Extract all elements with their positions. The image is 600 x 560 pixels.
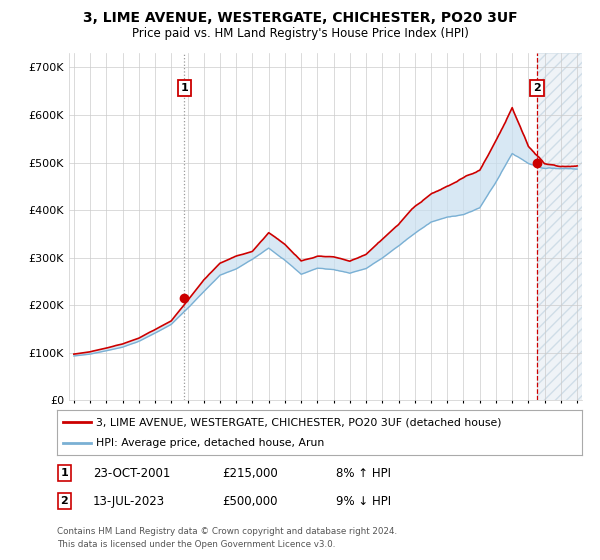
Text: This data is licensed under the Open Government Licence v3.0.: This data is licensed under the Open Gov… bbox=[57, 540, 335, 549]
Text: 1: 1 bbox=[181, 83, 188, 93]
Text: 3, LIME AVENUE, WESTERGATE, CHICHESTER, PO20 3UF: 3, LIME AVENUE, WESTERGATE, CHICHESTER, … bbox=[83, 11, 517, 25]
Text: 8% ↑ HPI: 8% ↑ HPI bbox=[336, 466, 391, 480]
Text: 9% ↓ HPI: 9% ↓ HPI bbox=[336, 494, 391, 508]
Text: £215,000: £215,000 bbox=[222, 466, 278, 480]
Text: 1: 1 bbox=[61, 468, 68, 478]
Text: Contains HM Land Registry data © Crown copyright and database right 2024.: Contains HM Land Registry data © Crown c… bbox=[57, 528, 397, 536]
Text: Price paid vs. HM Land Registry's House Price Index (HPI): Price paid vs. HM Land Registry's House … bbox=[131, 27, 469, 40]
Polygon shape bbox=[537, 53, 582, 400]
Text: 13-JUL-2023: 13-JUL-2023 bbox=[93, 494, 165, 508]
Text: £500,000: £500,000 bbox=[222, 494, 277, 508]
Text: 2: 2 bbox=[61, 496, 68, 506]
Text: HPI: Average price, detached house, Arun: HPI: Average price, detached house, Arun bbox=[97, 437, 325, 447]
Text: 23-OCT-2001: 23-OCT-2001 bbox=[93, 466, 170, 480]
Text: 3, LIME AVENUE, WESTERGATE, CHICHESTER, PO20 3UF (detached house): 3, LIME AVENUE, WESTERGATE, CHICHESTER, … bbox=[97, 417, 502, 427]
Text: 2: 2 bbox=[533, 83, 541, 93]
